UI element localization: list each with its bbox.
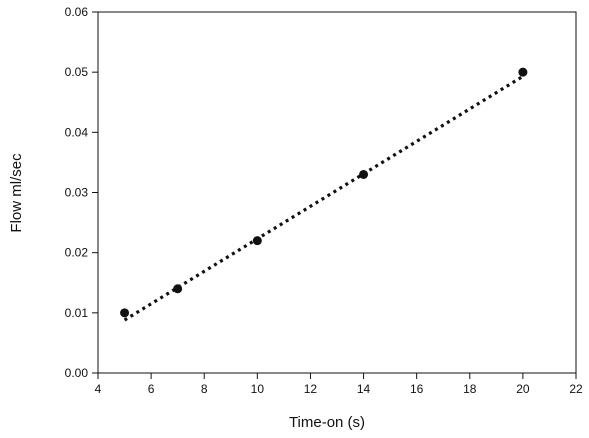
x-axis-title: Time-on (s) (289, 414, 365, 431)
x-tick-label: 10 (251, 382, 265, 396)
y-tick-label: 0.04 (65, 125, 89, 139)
data-point (359, 169, 369, 179)
x-tick-label: 22 (569, 382, 583, 396)
x-tick-label: 16 (410, 382, 424, 396)
y-axis-ticks: 0.00 0.01 0.02 0.03 0.04 0.05 0.06 (65, 5, 98, 380)
y-tick-label: 0.01 (65, 306, 89, 320)
y-tick-label: 0.02 (65, 246, 89, 260)
x-tick-label: 12 (304, 382, 318, 396)
y-tick-label: 0.00 (65, 366, 89, 380)
trendline (123, 75, 524, 322)
data-point (518, 67, 528, 77)
x-tick-label: 18 (463, 382, 477, 396)
trendline-path (123, 75, 524, 322)
data-points (120, 67, 528, 318)
data-point (120, 308, 130, 318)
y-tick-label: 0.03 (65, 186, 89, 200)
x-tick-label: 8 (201, 382, 208, 396)
x-axis-ticks: 4 6 8 10 12 14 16 18 20 22 (95, 373, 583, 396)
y-axis-title: Flow ml/sec (8, 153, 25, 233)
data-point (252, 236, 262, 246)
data-point (173, 284, 183, 294)
y-tick-label: 0.05 (65, 65, 89, 79)
plot-frame (97, 11, 577, 374)
x-tick-label: 4 (95, 382, 102, 396)
x-tick-label: 20 (516, 382, 530, 396)
y-tick-label: 0.06 (65, 5, 89, 19)
x-tick-label: 6 (148, 382, 155, 396)
x-tick-label: 14 (357, 382, 371, 396)
